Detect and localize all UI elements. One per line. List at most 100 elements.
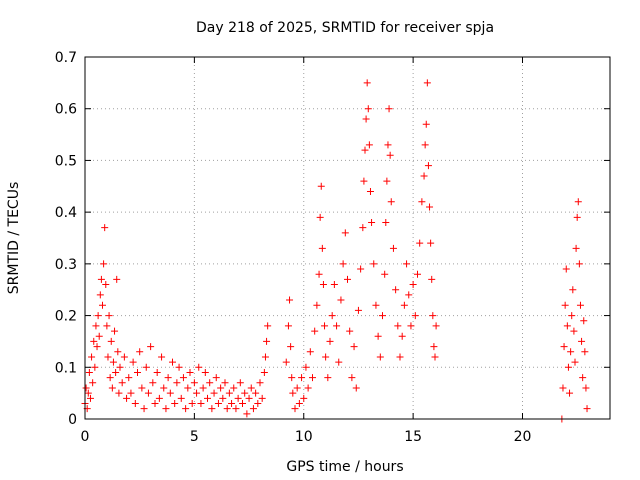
data-point [109,358,117,366]
data-point [578,337,586,345]
data-point [206,379,214,387]
data-point [573,213,581,221]
data-point [230,384,238,392]
data-point [567,348,575,356]
data-point [339,260,347,268]
data-point [580,317,588,325]
data-point [88,353,96,361]
data-point [236,379,244,387]
data-point [562,265,570,273]
data-point [201,368,209,376]
data-point [335,358,343,366]
data-point [376,353,384,361]
y-tick-label: 0.3 [55,257,77,273]
y-tick-label: 0.4 [55,205,77,221]
data-point [298,374,306,382]
data-point [385,105,393,113]
data-point [386,151,394,159]
data-point [409,281,417,289]
data-point [352,384,360,392]
data-point [348,374,356,382]
data-point [212,374,220,382]
data-point [326,337,334,345]
data-point [361,146,369,154]
data-point [92,322,100,330]
data-point [350,343,358,351]
x-tick-label: 20 [514,429,532,445]
data-point [102,281,110,289]
data-point [411,312,419,320]
data-point [421,141,429,149]
data-point [232,405,240,413]
data-point [317,182,325,190]
data-point [418,198,426,206]
data-point [346,327,354,335]
data-point [392,286,400,294]
data-point [188,399,196,407]
data-point [131,399,139,407]
data-point [225,389,233,397]
data-point [164,374,172,382]
data-point [125,374,133,382]
data-point [103,322,111,330]
data-point [105,312,113,320]
data-point [337,296,345,304]
data-point [136,348,144,356]
data-point [175,363,183,371]
data-point [379,312,386,320]
data-point [93,343,101,351]
data-point [566,389,574,397]
data-point [293,384,301,392]
data-point [186,368,194,376]
data-point [374,332,382,340]
data-point [247,384,255,392]
data-point [302,363,310,371]
data-point [129,358,137,366]
data-point [82,384,90,392]
data-point [108,384,116,392]
data-point [160,384,168,392]
data-point [264,322,272,330]
data-point [289,389,297,397]
data-point [282,358,290,366]
data-point [261,353,269,361]
y-tick-labels: 0 0.1 0.2 0.3 0.4 0.5 0.6 0.7 [55,50,77,428]
data-point [115,389,123,397]
data-point [155,394,163,402]
data-point [99,301,106,309]
axis-ticks [84,56,610,420]
data-point [428,275,436,283]
data-point [398,332,406,340]
data-point [107,337,115,345]
data-point [313,301,321,309]
data-point [341,229,349,237]
data-point [91,363,99,371]
data-point [362,115,370,123]
data-point [569,286,577,294]
data-point [114,348,122,356]
data-point [208,405,216,413]
data-point [113,275,121,283]
data-point [300,394,308,402]
data-point [116,363,124,371]
data-point [111,327,119,335]
data-point [319,281,327,289]
data-point [287,343,295,351]
data-point [138,384,146,392]
data-point [574,198,582,206]
y-tick-label: 0 [68,412,77,428]
data-point [123,394,131,402]
data-point [86,394,94,402]
data-point [426,203,434,211]
data-point [210,389,218,397]
data-point [243,410,251,418]
data-point [344,275,351,283]
data-point [576,301,584,309]
data-point [416,239,424,247]
data-point [381,270,389,278]
data-point [382,218,390,226]
y-tick-label: 0.7 [55,50,77,66]
data-point [309,374,316,382]
data-point [118,379,126,387]
